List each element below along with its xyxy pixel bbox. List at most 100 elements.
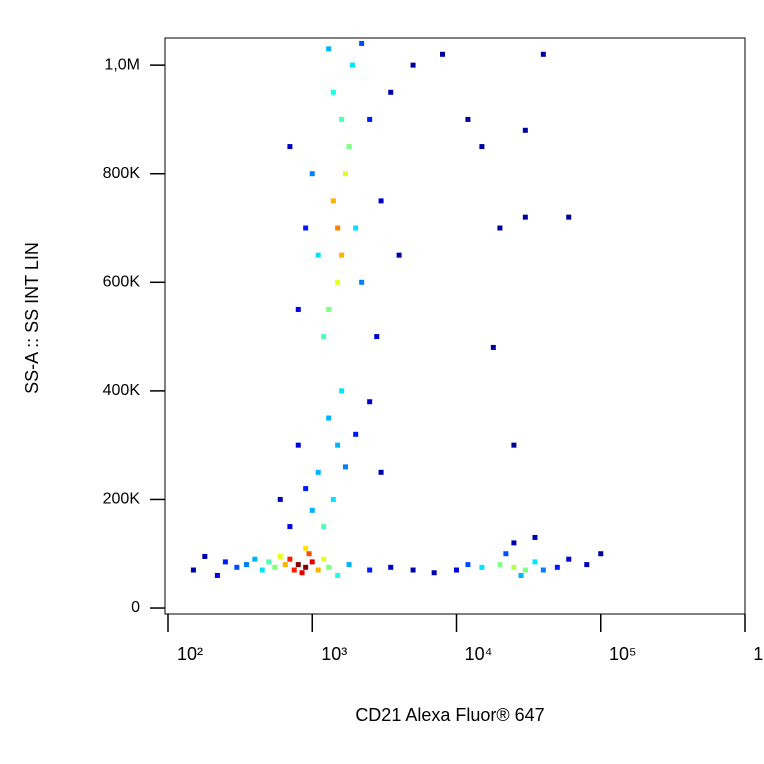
event-point	[315, 469, 321, 475]
y-axis-label: SS-A :: SS INT LIN	[22, 242, 42, 394]
event-point	[353, 225, 359, 231]
event-point	[431, 570, 437, 576]
event-point	[367, 116, 373, 122]
event-point	[522, 214, 528, 220]
event-point	[190, 567, 196, 573]
x-tick-label: 10⁶	[753, 644, 764, 664]
event-point	[359, 40, 365, 46]
event-point	[440, 51, 446, 57]
event-point	[303, 486, 309, 492]
plot-frame	[164, 37, 746, 615]
event-point	[339, 388, 345, 394]
event-point	[277, 496, 283, 502]
event-point	[234, 564, 240, 570]
event-point	[303, 564, 309, 570]
event-point	[511, 540, 517, 546]
event-point	[532, 534, 538, 540]
event-point	[222, 559, 228, 565]
event-point	[335, 572, 341, 578]
event-point	[321, 556, 327, 562]
event-point	[295, 442, 301, 448]
event-point	[287, 524, 293, 530]
event-point	[342, 464, 348, 470]
event-point	[566, 214, 572, 220]
event-point	[335, 279, 341, 285]
event-point	[315, 567, 321, 573]
event-point	[326, 564, 332, 570]
event-point	[367, 567, 373, 573]
x-tick-label: 10⁴	[465, 644, 493, 664]
event-point	[479, 564, 485, 570]
y-tick-label: 1,0M	[104, 56, 140, 73]
event-point	[518, 572, 524, 578]
event-point	[566, 556, 572, 562]
event-point	[465, 116, 471, 122]
y-tick-label: 0	[131, 599, 140, 616]
event-point	[378, 469, 384, 475]
event-point	[282, 562, 288, 568]
event-point	[374, 334, 380, 340]
x-tick-label: 10²	[177, 644, 203, 664]
event-point	[490, 344, 496, 350]
event-point	[388, 564, 394, 570]
event-point	[303, 225, 309, 231]
event-point	[342, 171, 348, 177]
event-point	[522, 127, 528, 133]
event-point	[299, 570, 305, 576]
event-point	[410, 62, 416, 68]
event-point	[339, 116, 345, 122]
event-point	[454, 567, 459, 573]
event-point	[511, 564, 517, 570]
event-point	[330, 496, 336, 502]
event-point	[554, 564, 560, 570]
event-point	[309, 559, 315, 565]
event-point	[339, 252, 345, 258]
event-point	[497, 225, 503, 231]
event-point	[335, 442, 341, 448]
y-tick-label: 400K	[103, 382, 141, 399]
event-point	[306, 551, 312, 557]
event-point	[330, 198, 336, 204]
event-point	[291, 567, 297, 573]
event-point	[252, 556, 258, 562]
event-point	[287, 556, 293, 562]
event-point	[540, 567, 546, 573]
event-point	[346, 144, 352, 150]
event-point	[303, 545, 309, 551]
event-point	[321, 524, 327, 530]
event-point	[272, 564, 278, 570]
event-point	[532, 559, 538, 565]
event-point	[326, 306, 332, 312]
y-tick-label: 200K	[103, 491, 141, 508]
event-point	[243, 562, 249, 568]
x-axis-label: CD21 Alexa Fluor® 647	[355, 705, 544, 725]
event-point	[335, 225, 341, 231]
y-tick-label: 800K	[103, 165, 141, 182]
event-point	[540, 51, 546, 57]
event-point	[259, 567, 265, 573]
event-point	[359, 279, 365, 285]
event-point	[309, 171, 315, 177]
event-point	[511, 442, 517, 448]
event-point	[295, 306, 301, 312]
y-tick-label: 600K	[103, 274, 141, 291]
event-point	[266, 559, 272, 565]
event-point	[346, 562, 352, 568]
event-point	[353, 431, 359, 437]
event-point	[378, 198, 384, 204]
event-point	[349, 62, 355, 68]
event-point	[388, 89, 394, 95]
x-tick-label: 10³	[321, 644, 347, 664]
event-point	[277, 553, 283, 559]
event-point	[465, 562, 471, 568]
x-tick-label: 10⁵	[609, 644, 636, 664]
event-point	[367, 399, 373, 405]
event-point	[287, 144, 293, 150]
event-point	[295, 562, 301, 568]
event-point	[202, 553, 208, 559]
event-point	[326, 415, 332, 421]
event-point	[309, 507, 315, 513]
event-point	[503, 551, 509, 557]
event-point	[396, 252, 402, 258]
